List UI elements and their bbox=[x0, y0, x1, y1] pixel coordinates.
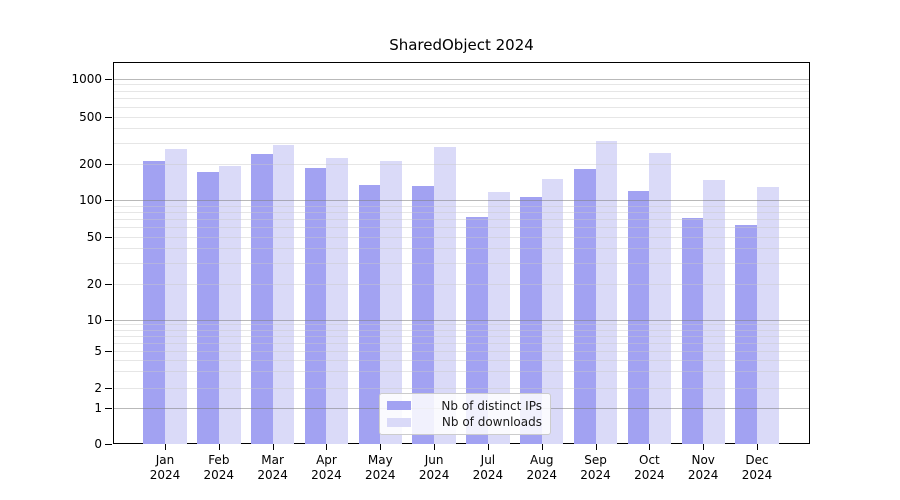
y-tick-mark bbox=[105, 319, 112, 321]
x-axis-tick-label: Jun 2024 bbox=[418, 453, 450, 482]
gridline-minor bbox=[114, 90, 809, 92]
x-tick-mark bbox=[218, 444, 220, 450]
y-axis-tick-label: 20 bbox=[86, 276, 102, 291]
y-axis-tick-label: 10 bbox=[86, 312, 102, 327]
y-axis-tick-label: 2 bbox=[94, 380, 102, 395]
y-tick-mark bbox=[105, 387, 112, 389]
x-tick-mark bbox=[326, 444, 328, 450]
bar-distinct-ips-feb bbox=[197, 172, 219, 444]
y-tick-mark bbox=[105, 283, 112, 285]
gridline-minor bbox=[114, 163, 809, 165]
x-axis-tick-label: Oct 2024 bbox=[634, 453, 665, 482]
legend-label-downloads: Nb of downloads bbox=[441, 415, 542, 430]
x-axis-tick-label: Jul 2024 bbox=[472, 453, 504, 482]
x-tick-mark bbox=[434, 444, 436, 450]
bar-downloads-mar bbox=[272, 144, 295, 444]
bar-downloads-apr bbox=[326, 158, 349, 444]
gridline-major bbox=[114, 78, 809, 80]
y-axis-tick-label: 100 bbox=[79, 193, 102, 207]
legend-swatch-downloads bbox=[387, 417, 411, 427]
x-axis-tick-label: Dec 2024 bbox=[741, 453, 773, 482]
x-axis-tick-label: Apr 2024 bbox=[311, 453, 342, 482]
x-axis-tick-label: Nov 2024 bbox=[687, 453, 719, 482]
x-tick-mark bbox=[595, 444, 597, 450]
x-axis-tick-label: Sep 2024 bbox=[580, 453, 611, 482]
y-axis-tick-label: 5 bbox=[94, 344, 102, 358]
x-tick-mark bbox=[380, 444, 382, 450]
gridline-minor bbox=[114, 98, 809, 100]
bar-downloads-aug bbox=[541, 179, 564, 444]
legend-item-downloads: Nb of downloads bbox=[387, 415, 542, 429]
y-axis-tick-label: 200 bbox=[79, 156, 102, 171]
gridline-minor bbox=[114, 84, 809, 86]
bar-downloads-dec bbox=[757, 187, 779, 444]
y-axis-tick-label: 1000 bbox=[71, 71, 102, 86]
y-axis-tick-label: 0 bbox=[94, 436, 102, 451]
y-axis-tick-label: 50 bbox=[86, 229, 102, 244]
gridline-minor bbox=[114, 106, 809, 108]
legend-label-distinct-ips: Nb of distinct IPs bbox=[441, 398, 542, 413]
x-tick-mark bbox=[541, 444, 543, 450]
y-tick-mark bbox=[105, 443, 112, 445]
bar-downloads-jan bbox=[165, 149, 187, 444]
x-tick-mark bbox=[649, 444, 651, 450]
gridline-minor bbox=[114, 142, 809, 144]
bar-downloads-jul bbox=[487, 192, 510, 444]
y-tick-mark bbox=[105, 351, 112, 352]
y-tick-mark bbox=[105, 116, 112, 118]
x-tick-mark bbox=[703, 444, 705, 450]
gridline-minor bbox=[114, 127, 809, 129]
bar-downloads-nov bbox=[703, 180, 725, 444]
bar-downloads-may bbox=[380, 160, 402, 444]
y-tick-mark bbox=[105, 236, 112, 238]
bar-distinct-ips-aug bbox=[520, 197, 542, 444]
bar-distinct-ips-sep bbox=[573, 169, 596, 444]
bar-downloads-oct bbox=[649, 152, 672, 444]
gridline-minor bbox=[114, 116, 809, 118]
y-axis-tick-label: 500 bbox=[79, 109, 102, 124]
x-axis-tick-label: Jan 2024 bbox=[149, 453, 181, 482]
bar-distinct-ips-nov bbox=[681, 218, 704, 444]
bar-distinct-ips-oct bbox=[627, 190, 650, 444]
x-tick-mark bbox=[165, 444, 166, 450]
plot-area bbox=[113, 62, 810, 444]
bar-distinct-ips-may bbox=[358, 184, 381, 444]
y-tick-mark bbox=[105, 163, 112, 165]
legend-swatch-distinct-ips bbox=[387, 401, 411, 411]
y-tick-mark bbox=[105, 78, 112, 80]
bar-distinct-ips-jul bbox=[466, 217, 488, 444]
y-axis-tick-label: 1 bbox=[94, 401, 102, 415]
x-tick-mark bbox=[272, 444, 274, 450]
x-axis-tick-label: Mar 2024 bbox=[257, 453, 288, 482]
bar-distinct-ips-jan bbox=[143, 161, 165, 444]
chart-title: SharedObject 2024 bbox=[389, 36, 534, 54]
x-axis-tick-label: Aug 2024 bbox=[526, 453, 557, 482]
x-tick-mark bbox=[757, 444, 759, 450]
bar-downloads-jun bbox=[434, 146, 456, 444]
y-tick-mark bbox=[105, 200, 112, 201]
legend: Nb of distinct IPs Nb of downloads bbox=[379, 393, 551, 435]
bar-distinct-ips-apr bbox=[304, 167, 327, 444]
x-axis-tick-label: Feb 2024 bbox=[203, 453, 235, 482]
y-tick-mark bbox=[105, 408, 112, 409]
bar-distinct-ips-mar bbox=[250, 154, 273, 444]
bar-distinct-ips-dec bbox=[735, 225, 757, 444]
bar-distinct-ips-jun bbox=[412, 185, 435, 444]
bar-downloads-sep bbox=[595, 141, 618, 444]
legend-item-distinct-ips: Nb of distinct IPs bbox=[387, 399, 542, 413]
x-axis-tick-label: May 2024 bbox=[364, 453, 396, 482]
bar-downloads-feb bbox=[218, 165, 241, 444]
x-tick-mark bbox=[487, 444, 489, 450]
